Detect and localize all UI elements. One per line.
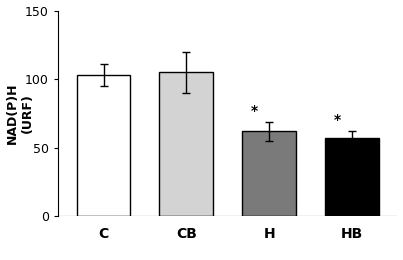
Bar xyxy=(160,72,213,216)
Bar xyxy=(242,131,296,216)
Bar xyxy=(325,138,379,216)
Bar xyxy=(77,75,131,216)
Text: *: * xyxy=(333,113,341,127)
Y-axis label: NAD(P)H
(URF): NAD(P)H (URF) xyxy=(6,83,33,144)
Text: *: * xyxy=(251,103,258,118)
